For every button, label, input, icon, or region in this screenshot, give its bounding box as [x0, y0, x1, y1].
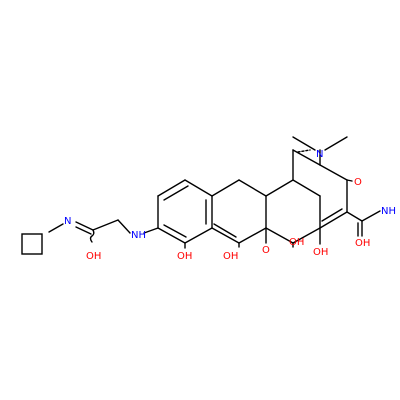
- atom-label-oxygen: OH: [177, 251, 192, 262]
- bond: [297, 149, 311, 153]
- bond: [75, 221, 94, 231]
- bond: [319, 211, 348, 229]
- atom-label-oxygen: O: [354, 177, 362, 188]
- bond: [292, 227, 321, 244]
- bond: [117, 219, 131, 234]
- bond: [48, 223, 64, 233]
- atom-label-oxygen: OH: [289, 237, 304, 248]
- bond: [238, 179, 267, 197]
- bond: [143, 227, 159, 234]
- atom-label-nitrogen: NH: [131, 230, 146, 241]
- bond: [211, 179, 240, 197]
- bond: [163, 224, 187, 238]
- atom-label-nitrogen: NH: [381, 206, 396, 217]
- bond: [213, 223, 237, 238]
- bond: [92, 219, 119, 231]
- atom-label-oxygen: OH: [86, 251, 101, 262]
- atom-label-oxygen: OH: [355, 238, 370, 249]
- atom-label-oxygen: O: [262, 245, 270, 256]
- bond: [265, 227, 294, 244]
- wavy-bond: [89, 229, 95, 243]
- bond: [157, 227, 186, 244]
- atom-label-nitrogen: N: [316, 149, 323, 160]
- bond: [346, 211, 363, 222]
- bond: [265, 179, 294, 197]
- bond: [292, 136, 316, 151]
- bond: [321, 208, 343, 222]
- bond: [324, 136, 348, 151]
- bond: [238, 227, 267, 244]
- bond: [75, 226, 92, 235]
- bond: [361, 210, 381, 222]
- bond: [346, 179, 353, 182]
- bonds: [21, 136, 381, 255]
- bond: [292, 179, 321, 197]
- bond: [163, 185, 189, 201]
- atom-label-nitrogen: N: [64, 216, 71, 227]
- atom-label-oxygen: OH: [313, 247, 328, 258]
- bond: [184, 227, 213, 244]
- bond: [184, 179, 213, 197]
- bond: [319, 164, 348, 181]
- cyclobutyl-ring: [21, 233, 43, 255]
- bond: [211, 227, 240, 244]
- bond: [292, 149, 321, 166]
- atom-labels: O N NH OH OH OH O OH OH NH N OH: [64, 149, 396, 262]
- atom-label-oxygen: OH: [223, 251, 238, 262]
- bond: [157, 179, 186, 197]
